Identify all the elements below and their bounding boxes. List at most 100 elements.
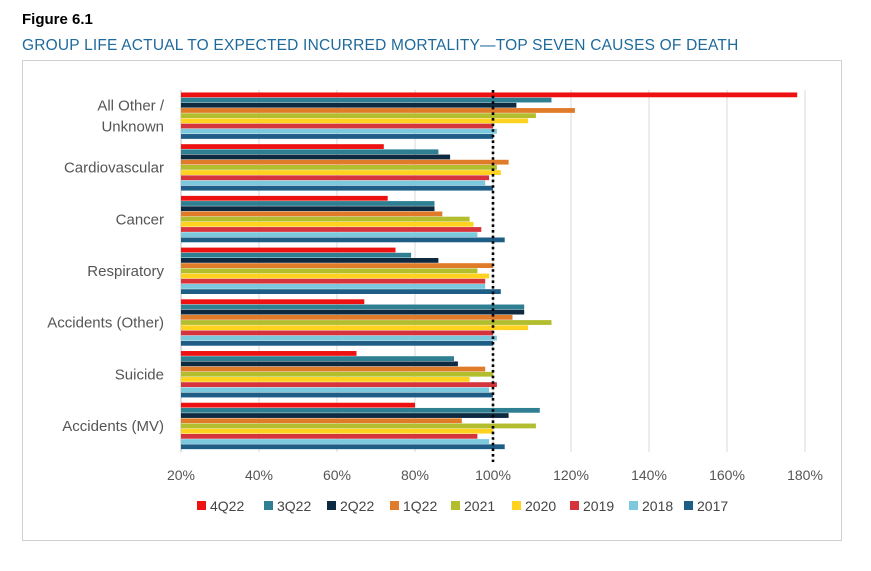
x-tick-label-5: 120% — [553, 467, 589, 483]
bar-2019-4 — [181, 330, 493, 336]
legend-swatch-2018 — [629, 501, 638, 510]
legend-label-4Q22: 4Q22 — [210, 498, 244, 514]
bar-1Q22-1 — [181, 159, 509, 165]
bar-1Q22-3 — [181, 263, 493, 268]
category-label-0-1: Unknown — [101, 118, 164, 135]
bar-4Q22-4 — [181, 299, 365, 305]
bar-2Q22-6 — [181, 413, 509, 418]
category-label-6-0: Accidents (MV) — [62, 418, 164, 435]
bar-2020-3 — [181, 273, 490, 279]
bar-2Q22-4 — [181, 309, 525, 315]
bar-2018-3 — [181, 284, 486, 289]
figure-title: GROUP LIFE ACTUAL TO EXPECTED INCURRED M… — [22, 37, 739, 54]
bar-2Q22-2 — [181, 206, 435, 212]
category-label-5-0: Suicide — [115, 366, 164, 383]
bar-2017-3 — [181, 289, 501, 294]
chart-legend: 4Q22 3Q22 2Q22 1Q22 2021 2020 2019 2018 2017 — [197, 498, 728, 514]
bar-2018-4 — [181, 335, 497, 341]
bar-2018-2 — [181, 232, 478, 238]
bar-4Q22-6 — [181, 402, 415, 408]
legend-swatch-2021 — [451, 501, 460, 510]
bar-1Q22-4 — [181, 314, 513, 320]
bar-2019-0 — [181, 123, 493, 129]
category-label-0-0: All Other / — [97, 97, 165, 114]
bar-3Q22-2 — [181, 201, 435, 206]
bar-2018-0 — [181, 128, 497, 134]
legend-swatch-2019 — [570, 501, 579, 510]
bar-2017-1 — [181, 185, 493, 191]
category-label-3-0: Respiratory — [87, 263, 164, 280]
category-label-2-0: Cancer — [116, 211, 164, 228]
bar-2021-0 — [181, 113, 536, 119]
bar-2018-5 — [181, 387, 490, 393]
bar-2020-1 — [181, 170, 501, 175]
legend-label-2Q22: 2Q22 — [340, 498, 374, 514]
bar-2018-1 — [181, 180, 486, 186]
chart-tick-labels: 20% 40% 60% 80% 100% 120% 140% 160% 180% — [167, 467, 823, 483]
legend-label-2021: 2021 — [464, 498, 495, 514]
x-tick-label-2: 60% — [323, 467, 351, 483]
bar-2Q22-5 — [181, 361, 458, 367]
bar-4Q22-0 — [181, 92, 798, 98]
chart-frame — [22, 60, 842, 541]
bar-1Q22-2 — [181, 211, 443, 217]
legend-swatch-2017 — [684, 501, 693, 510]
bar-2021-4 — [181, 320, 552, 325]
category-label-1-0: Cardiovascular — [64, 160, 164, 177]
x-tick-label-3: 80% — [401, 467, 429, 483]
bar-2020-0 — [181, 118, 529, 124]
bar-3Q22-3 — [181, 252, 412, 258]
bar-3Q22-6 — [181, 407, 540, 413]
x-tick-label-4: 100% — [475, 467, 511, 483]
bar-2021-6 — [181, 423, 536, 429]
bar-2Q22-1 — [181, 154, 451, 160]
bar-4Q22-3 — [181, 247, 396, 253]
legend-swatch-3Q22 — [264, 501, 273, 510]
bar-3Q22-1 — [181, 149, 439, 155]
legend-label-2020: 2020 — [525, 498, 556, 514]
legend-label-1Q22: 1Q22 — [403, 498, 437, 514]
bar-2019-5 — [181, 382, 497, 388]
x-tick-label-6: 140% — [631, 467, 667, 483]
bar-2017-2 — [181, 237, 505, 243]
bar-2020-6 — [181, 428, 493, 434]
bar-2019-6 — [181, 433, 478, 439]
legend-label-2018: 2018 — [642, 498, 673, 514]
bar-2021-1 — [181, 164, 497, 170]
x-tick-label-8: 180% — [787, 467, 823, 483]
bar-2Q22-0 — [181, 102, 517, 108]
bar-2017-0 — [181, 134, 493, 139]
category-label-4-0: Accidents (Other) — [47, 315, 164, 332]
legend-swatch-1Q22 — [390, 501, 399, 510]
bar-2017-4 — [181, 340, 493, 346]
bar-2020-2 — [181, 221, 474, 227]
bar-2021-2 — [181, 216, 470, 222]
figure-label: Figure 6.1 — [22, 11, 93, 28]
bar-2018-6 — [181, 439, 490, 444]
bar-3Q22-0 — [181, 97, 552, 103]
bar-2021-3 — [181, 268, 478, 274]
chart-bars — [181, 92, 798, 450]
legend-swatch-2020 — [512, 501, 521, 510]
x-tick-label-0: 20% — [167, 467, 195, 483]
bar-2017-6 — [181, 444, 505, 450]
bar-2017-5 — [181, 392, 493, 398]
bar-3Q22-4 — [181, 304, 525, 310]
bar-2021-5 — [181, 371, 493, 377]
bar-2020-5 — [181, 377, 470, 382]
bar-2019-2 — [181, 227, 482, 232]
bar-1Q22-0 — [181, 108, 575, 113]
bar-3Q22-5 — [181, 356, 454, 362]
x-tick-label-7: 160% — [709, 467, 745, 483]
bar-2020-4 — [181, 325, 529, 331]
bar-1Q22-6 — [181, 418, 462, 424]
legend-label-2017: 2017 — [697, 498, 728, 514]
legend-label-3Q22: 3Q22 — [277, 498, 311, 514]
bar-1Q22-5 — [181, 366, 486, 372]
bar-4Q22-1 — [181, 144, 384, 149]
bar-2019-1 — [181, 175, 490, 181]
legend-swatch-4Q22 — [197, 501, 206, 510]
chart-category-labels: All Other / Unknown Cardiovascular Cancer Re… — [47, 97, 165, 435]
legend-swatch-2Q22 — [327, 501, 336, 510]
